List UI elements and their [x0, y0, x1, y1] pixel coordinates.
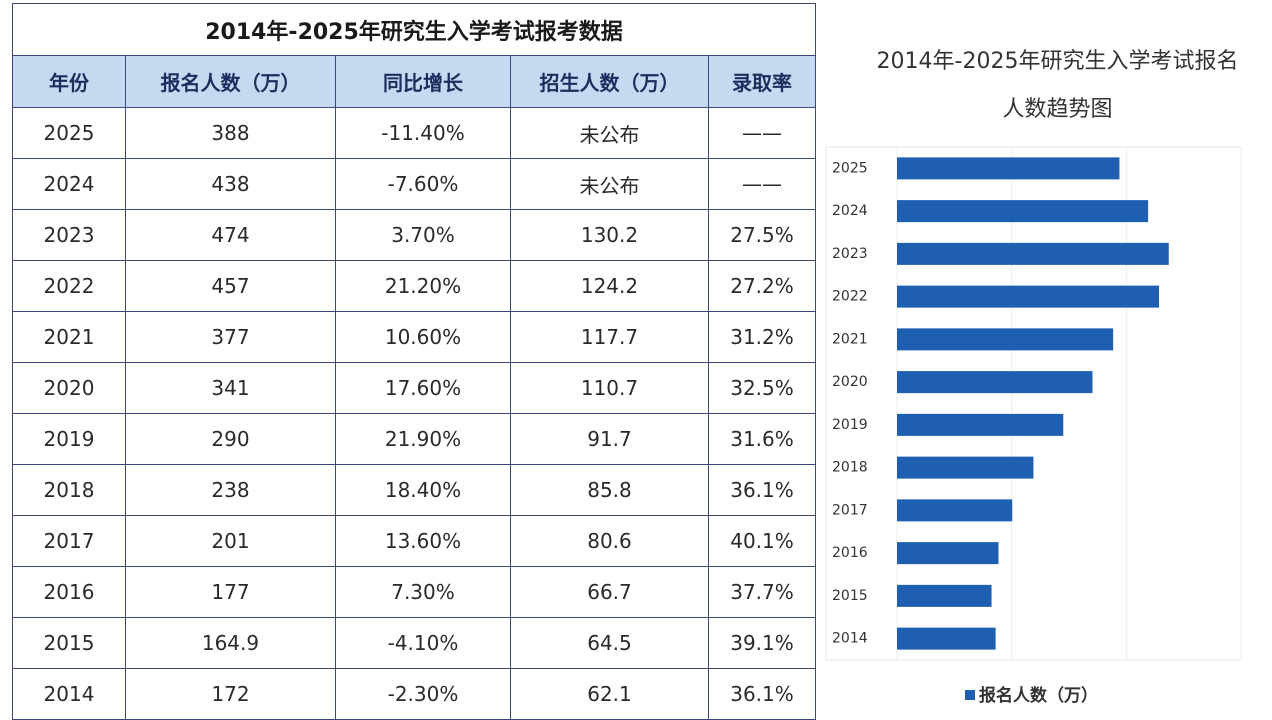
table-row: 2022 457 21.20% 124.2 27.2% [12, 260, 816, 312]
table-cell: 80.6 [510, 515, 709, 567]
table-cell: 18.40% [335, 464, 511, 516]
bar [897, 285, 1160, 308]
table-cell: 124.2 [510, 260, 709, 312]
table-cell: -7.60% [335, 158, 511, 210]
legend-swatch [965, 690, 975, 700]
table-cell: 177 [125, 566, 336, 618]
table-cell: 37.7% [708, 566, 816, 618]
bar [897, 413, 1064, 436]
table-row: 2024 438 -7.60% 未公布 —— [12, 158, 816, 210]
y-tick-label: 2021 [832, 331, 868, 347]
column-header: 录取率 [708, 55, 816, 108]
y-tick-label: 2017 [832, 502, 868, 518]
table-cell: 2023 [12, 209, 126, 261]
table-cell: 66.7 [510, 566, 709, 618]
table-cell: —— [708, 107, 816, 159]
table-cell: 388 [125, 107, 336, 159]
table-cell: 27.2% [708, 260, 816, 312]
table-row: 2023 474 3.70% 130.2 27.5% [12, 209, 816, 261]
bar [897, 584, 992, 607]
table-cell: 31.6% [708, 413, 816, 465]
y-tick-label: 2025 [832, 160, 868, 176]
table-cell: 2016 [12, 566, 126, 618]
table-cell: 85.8 [510, 464, 709, 516]
chart-title: 2014年-2025年研究生入学考试报名人数趋势图 [876, 49, 1239, 122]
plot-frame [825, 146, 1242, 661]
legend-label: 报名人数（万） [979, 685, 1098, 706]
table-cell: 17.60% [335, 362, 511, 414]
table-row: 2015 164.9 -4.10% 64.5 39.1% [12, 617, 816, 669]
table-cell: 164.9 [125, 617, 336, 669]
table-cell: 21.90% [335, 413, 511, 465]
y-tick-label: 2024 [832, 203, 868, 219]
table-row: 2021 377 10.60% 117.7 31.2% [12, 311, 816, 363]
table-cell: 64.5 [510, 617, 709, 669]
table-row: 2014 172 -2.30% 62.1 36.1% [12, 668, 816, 720]
y-tick-label: 2018 [832, 460, 868, 476]
table-cell: 36.1% [708, 668, 816, 720]
bar [897, 371, 1093, 394]
bar [897, 542, 999, 565]
table-cell: 62.1 [510, 668, 709, 720]
table-cell: 2020 [12, 362, 126, 414]
table-title: 2014年-2025年研究生入学考试报考数据 [12, 3, 816, 56]
bar [897, 242, 1169, 265]
y-tick-label: 2020 [832, 374, 868, 390]
table-cell: 13.60% [335, 515, 511, 567]
table-cell: 201 [125, 515, 336, 567]
table-row: 2017 201 13.60% 80.6 40.1% [12, 515, 816, 567]
table-cell: 21.20% [335, 260, 511, 312]
column-header: 同比增长 [335, 55, 511, 108]
data-table: 2014年-2025年研究生入学考试报考数据 年份 报名人数（万） 同比增长 招生人数… [12, 3, 816, 720]
table-cell: 40.1% [708, 515, 816, 567]
table-cell: 2018 [12, 464, 126, 516]
table-row: 2020 341 17.60% 110.7 32.5% [12, 362, 816, 414]
y-tick-label: 2019 [832, 417, 868, 433]
bar [897, 328, 1114, 351]
bar [897, 627, 996, 650]
bar [897, 157, 1120, 180]
y-tick-label: 2023 [832, 246, 868, 262]
table-cell: 未公布 [510, 107, 709, 159]
table-cell: 31.2% [708, 311, 816, 363]
y-tick-label: 2022 [832, 289, 868, 305]
table-cell: 130.2 [510, 209, 709, 261]
table-row: 2016 177 7.30% 66.7 37.7% [12, 566, 816, 618]
table-cell: 32.5% [708, 362, 816, 414]
table-cell: 2015 [12, 617, 126, 669]
table-cell: 238 [125, 464, 336, 516]
table-cell: 2022 [12, 260, 126, 312]
table-cell: 2021 [12, 311, 126, 363]
table-cell: 341 [125, 362, 336, 414]
table-cell: 91.7 [510, 413, 709, 465]
column-header: 招生人数（万） [510, 55, 709, 108]
table-cell: 未公布 [510, 158, 709, 210]
table-cell: -4.10% [335, 617, 511, 669]
column-header: 报名人数（万） [125, 55, 336, 108]
table-cell: 110.7 [510, 362, 709, 414]
y-tick-label: 2016 [832, 545, 868, 561]
table-row: 2018 238 18.40% 85.8 36.1% [12, 464, 816, 516]
table-cell: 438 [125, 158, 336, 210]
table-cell: 2024 [12, 158, 126, 210]
table-cell: 10.60% [335, 311, 511, 363]
y-tick-label: 2014 [832, 631, 868, 647]
table-cell: 27.5% [708, 209, 816, 261]
table-cell: 457 [125, 260, 336, 312]
table-cell: 290 [125, 413, 336, 465]
y-tick-label: 2015 [832, 588, 868, 604]
bar [897, 499, 1013, 522]
bar [897, 200, 1149, 223]
table-cell: —— [708, 158, 816, 210]
bar [897, 456, 1034, 479]
